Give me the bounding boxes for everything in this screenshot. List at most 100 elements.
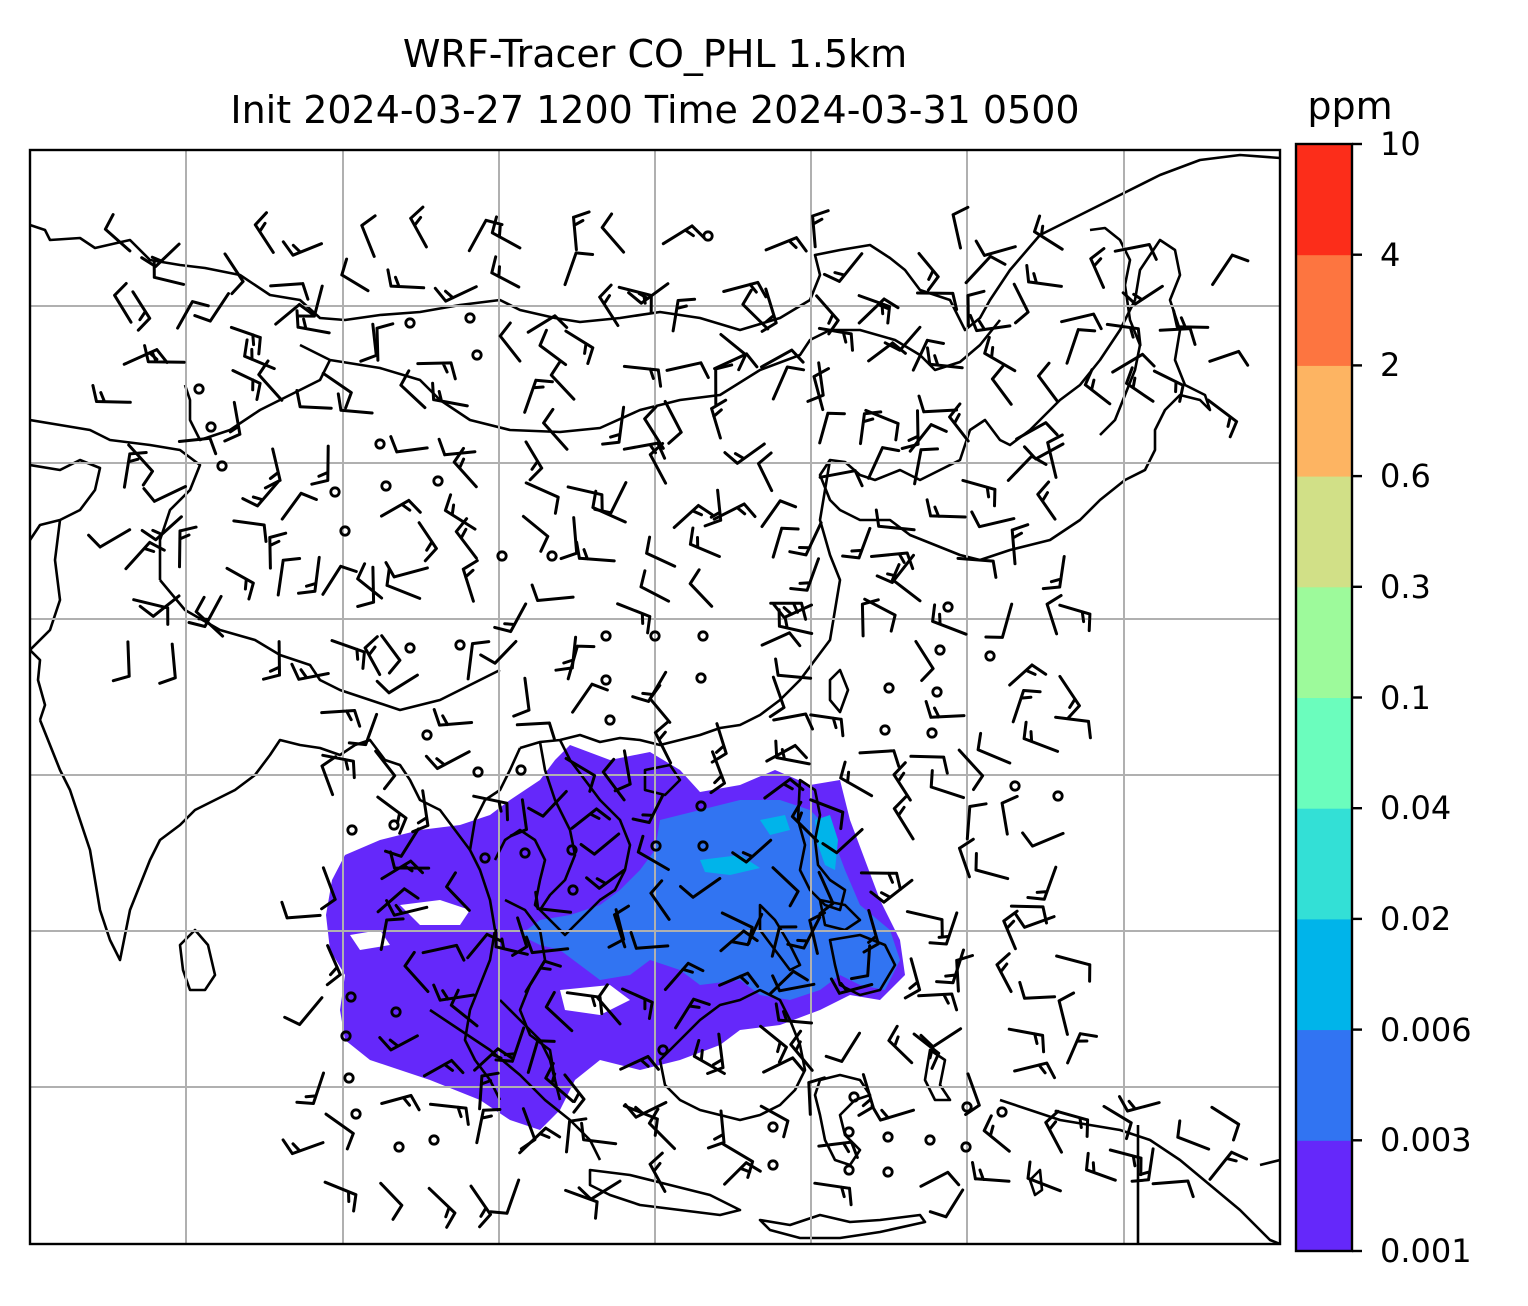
wind-barb (577, 1179, 622, 1201)
wind-barb (1026, 1160, 1062, 1193)
wind-barb (534, 890, 573, 914)
wind-barb (771, 526, 800, 559)
wind-barb (964, 254, 1007, 285)
wind-barb (424, 750, 471, 770)
wind-barb (566, 644, 596, 681)
wind-barb (709, 750, 726, 795)
wind-barb (223, 252, 245, 296)
calm-wind-marker (767, 1159, 779, 1171)
colorbar-segment (1296, 918, 1352, 1031)
wind-barb (336, 392, 374, 415)
wind-barb (1041, 555, 1066, 591)
wind-barb (817, 326, 854, 352)
wind-barb (995, 952, 1013, 993)
wind-barb (295, 1071, 325, 1105)
wind-barb (564, 757, 597, 793)
wind-barb (710, 398, 728, 440)
wind-barb (703, 488, 723, 528)
calm-wind-marker (404, 317, 416, 329)
wind-barb (1054, 1109, 1090, 1138)
wind-barb (790, 800, 819, 843)
wind-barb (760, 499, 798, 528)
wind-barb (280, 900, 322, 920)
wind-barb (951, 205, 970, 250)
wind-barb (1046, 433, 1064, 479)
wind-barb (688, 526, 721, 558)
calm-wind-marker (1009, 780, 1021, 792)
colorbar (1296, 144, 1352, 1252)
wind-barb (257, 359, 284, 402)
wind-barb (619, 1055, 660, 1071)
wind-barb (971, 1161, 1011, 1183)
wind-barb (631, 794, 665, 824)
wind-barb (564, 329, 595, 365)
wind-barb (982, 1114, 1011, 1153)
colorbar-unit-label: ppm (1307, 84, 1393, 128)
wind-barb (688, 568, 714, 608)
colorbar-segment (1296, 476, 1352, 588)
calm-wind-marker (350, 1108, 362, 1120)
wind-barb (636, 834, 670, 871)
wind-barb (320, 866, 337, 911)
wind-barb (525, 935, 570, 955)
wind-barb (1083, 368, 1112, 406)
wind-barb (429, 1102, 470, 1126)
wind-barb (964, 1072, 981, 1116)
wind-barb (924, 700, 966, 719)
wind-barb (1025, 264, 1063, 288)
colorbar-segment (1296, 1140, 1352, 1252)
wind-barb (1002, 909, 1019, 951)
wind-barb (1036, 480, 1057, 521)
wind-barb (356, 565, 376, 608)
coast-vietnam (493, 739, 632, 937)
wind-barb (1065, 328, 1097, 365)
wind-barb (524, 959, 562, 994)
wind-barb (706, 1032, 725, 1075)
wind-barb (870, 1104, 915, 1122)
coast-palawan (758, 903, 802, 972)
wind-barb (891, 563, 922, 603)
wind-barb (1015, 421, 1059, 441)
colorbar-ticks (1352, 142, 1362, 1253)
wind-barb (431, 381, 469, 408)
wind-barb (623, 1101, 668, 1119)
wind-barb (461, 559, 479, 603)
wind-barb (87, 528, 132, 549)
wind-barb (243, 338, 276, 371)
border-india-nepal (30, 519, 62, 651)
calm-wind-marker (702, 230, 714, 242)
wind-barb (526, 314, 569, 334)
wind-barb (1060, 312, 1103, 331)
wind-barb (570, 807, 612, 830)
calm-wind-marker (345, 991, 357, 1003)
wind-barb (321, 753, 356, 780)
wind-barb (768, 969, 809, 996)
colorbar-tick-label: 0.3 (1380, 567, 1431, 606)
colorbar-tick-label: 10 (1380, 125, 1421, 163)
calm-wind-marker (960, 1141, 972, 1153)
calm-wind-marker (695, 672, 707, 684)
coast-borneo (658, 988, 807, 1122)
wind-barb (409, 205, 428, 249)
calm-wind-marker (205, 421, 217, 433)
coast-northeast-asia (818, 238, 1212, 562)
wind-barb (1013, 1061, 1056, 1080)
wind-barb (760, 631, 802, 648)
wind-barb (928, 1188, 965, 1219)
wind-barb (1045, 594, 1063, 636)
wind-barb (817, 870, 835, 915)
wind-barb (1206, 398, 1239, 439)
wind-barb (544, 991, 574, 1033)
wind-barb (916, 291, 959, 311)
wind-barb (1044, 1109, 1063, 1154)
wind-barb (663, 961, 705, 991)
wind-barb (829, 977, 874, 995)
wind-barb (494, 928, 529, 956)
wind-barb (142, 485, 187, 503)
colorbar-tick-label: 0.02 (1380, 899, 1452, 938)
colorbar-tick-label: 0.006 (1380, 1010, 1472, 1049)
wind-barb (631, 670, 668, 703)
wind-barb (627, 282, 670, 305)
wind-barb (1089, 247, 1106, 289)
wind-barb (360, 214, 377, 258)
